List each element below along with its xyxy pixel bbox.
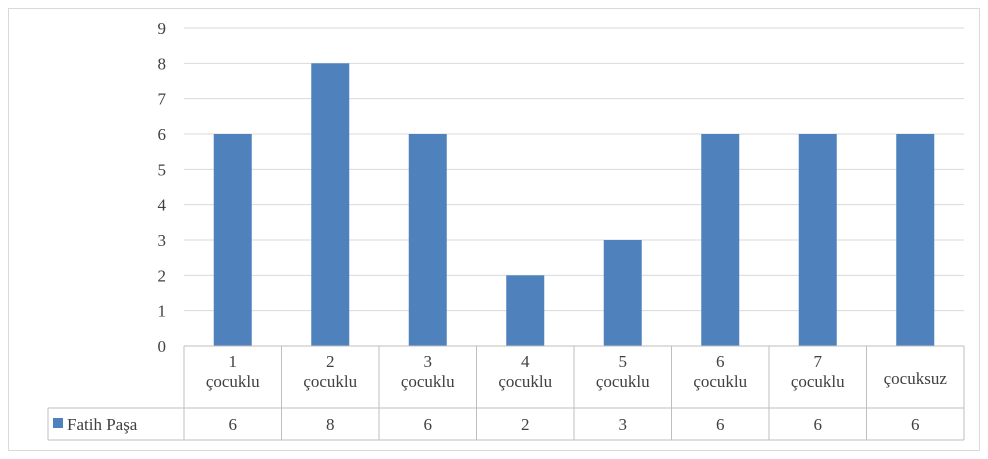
category-label: çocuklu — [596, 372, 650, 391]
category-label: çocuklu — [791, 372, 845, 391]
y-tick-label: 4 — [158, 196, 167, 215]
data-table-value: 6 — [911, 415, 920, 434]
category-label: çocuklu — [401, 372, 455, 391]
data-table-value: 3 — [619, 415, 628, 434]
y-tick-label: 9 — [158, 19, 167, 38]
bar — [798, 134, 837, 346]
bar — [506, 275, 545, 346]
category-label: 4 — [521, 352, 530, 371]
data-table-value: 8 — [326, 415, 335, 434]
y-tick-label: 7 — [158, 90, 167, 109]
y-tick-label: 1 — [158, 302, 167, 321]
bar — [603, 240, 642, 346]
data-table-value: 2 — [521, 415, 530, 434]
y-tick-label: 5 — [158, 160, 167, 179]
bar — [213, 134, 252, 346]
data-table-value: 6 — [716, 415, 725, 434]
data-table-value: 6 — [229, 415, 238, 434]
category-label: çocuklu — [303, 372, 357, 391]
category-label: çocuklu — [498, 372, 552, 391]
y-tick-label: 0 — [158, 337, 167, 356]
bar — [701, 134, 740, 346]
category-label: 1 — [229, 352, 238, 371]
y-tick-label: 2 — [158, 266, 167, 285]
category-label: çocuklu — [693, 372, 747, 391]
data-table-value: 6 — [814, 415, 823, 434]
data-table-value: 6 — [424, 415, 433, 434]
category-label: çocuksuz — [884, 369, 948, 388]
y-tick-label: 3 — [158, 231, 167, 250]
y-tick-label: 8 — [158, 54, 167, 73]
y-tick-label: 6 — [158, 125, 167, 144]
legend-key — [53, 418, 63, 428]
bar — [408, 134, 447, 346]
category-label: 5 — [619, 352, 628, 371]
category-label: 3 — [424, 352, 433, 371]
legend-label: Fatih Paşa — [67, 415, 138, 434]
category-label: çocuklu — [206, 372, 260, 391]
bar — [896, 134, 935, 346]
category-label: 2 — [326, 352, 335, 371]
category-label: 7 — [814, 352, 823, 371]
bar — [311, 63, 350, 346]
category-label: 6 — [716, 352, 725, 371]
